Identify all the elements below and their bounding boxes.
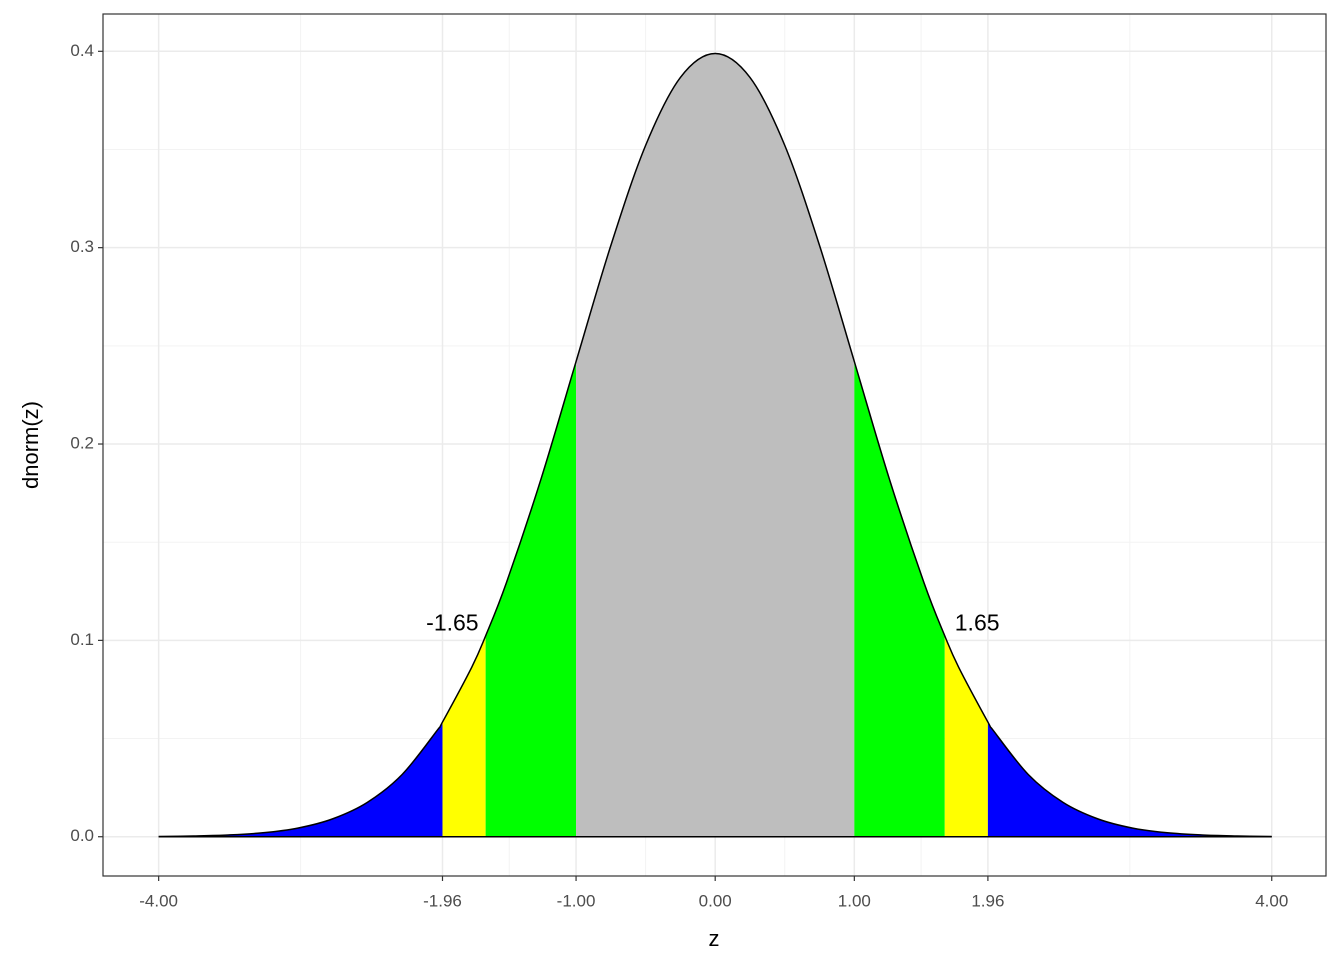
y-tick-label: 0.4 [70,41,94,60]
y-tick-label: 0.1 [70,630,94,649]
x-tick-label: 0.00 [699,891,732,910]
x-tick-label: -4.00 [139,891,178,910]
shaded-region [944,635,988,837]
annotation: -1.65 [426,610,478,636]
x-tick-label: -1.00 [557,891,596,910]
shaded-region [987,722,1272,837]
x-tick-label: -1.96 [423,891,462,910]
x-tick-label: 1.96 [971,891,1004,910]
shaded-region [442,635,486,837]
y-tick-label: 0.2 [70,434,94,453]
x-tick-label: 4.00 [1255,891,1288,910]
shaded-region [158,722,443,837]
shaded-region [576,53,855,837]
shaded-region [854,361,945,837]
y-tick-label: 0.3 [70,237,94,256]
y-tick-label: 0.0 [70,826,94,845]
annotation: 1.65 [955,610,1000,636]
shaded-region [485,361,577,837]
density-curve [158,52,1272,838]
x-axis-title: z [709,926,720,951]
x-tick-label: 1.00 [838,891,871,910]
y-axis-title: dnorm(z) [18,401,43,489]
panel-border [102,13,1327,877]
